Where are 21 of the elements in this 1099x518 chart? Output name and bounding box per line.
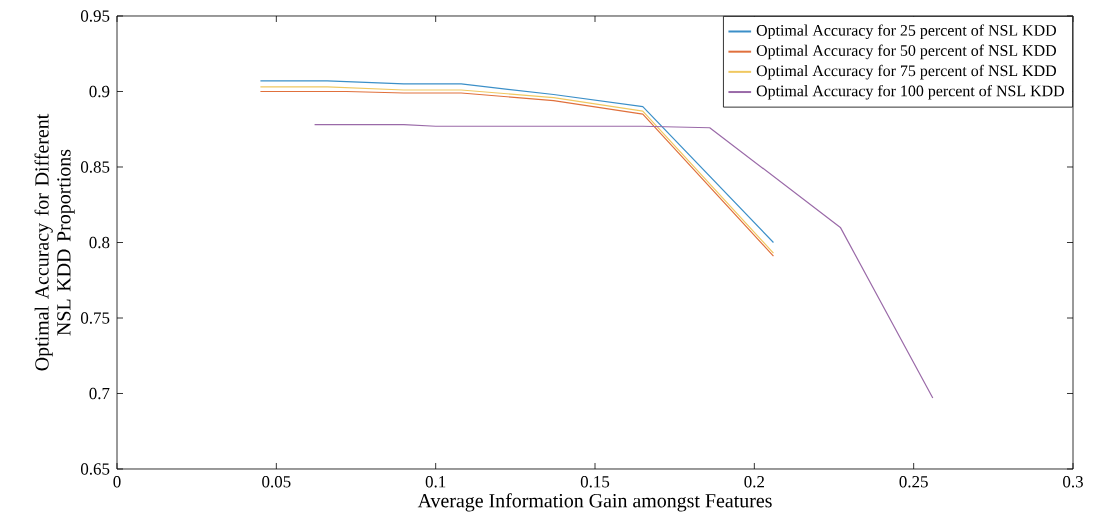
legend-label: Optimal Accuracy for 25 percent of NSL KDD (756, 24, 1057, 39)
legend-label: Optimal Accuracy for 75 percent of NSL KDD (756, 64, 1057, 80)
y-tick-label: 0.8 (89, 236, 110, 249)
y-axis-title: Optimal Accuracy for Different NSL KDD Proportions (34, 113, 75, 371)
y-tick-label: 0.95 (80, 10, 110, 22)
x-tick-label: 0.15 (580, 475, 610, 488)
x-tick-label: 0 (113, 475, 121, 488)
x-tick-label: 0.05 (262, 475, 291, 488)
legend-label: Optimal Accuracy for 100 percent of NSL KDD (756, 84, 1064, 100)
x-axis-title: Average Information Gain amongst Features (417, 493, 772, 512)
legend-label: Optimal Accuracy for 50 percent of NSL KDD (756, 44, 1057, 60)
line-series (313, 124, 934, 399)
y-tick-label: 0.85 (80, 161, 110, 173)
x-tick-label: 0.2 (744, 475, 764, 488)
x-tick-label: 0.25 (899, 475, 928, 488)
x-tick-label: 0.3 (1063, 475, 1083, 488)
y-tick-label: 0.65 (80, 463, 110, 475)
y-tick-label: 0.7 (89, 387, 110, 400)
y-tick-label: 0.9 (89, 85, 110, 98)
x-tick-label: 0.1 (425, 475, 446, 488)
y-tick-label: 0.75 (80, 312, 110, 324)
